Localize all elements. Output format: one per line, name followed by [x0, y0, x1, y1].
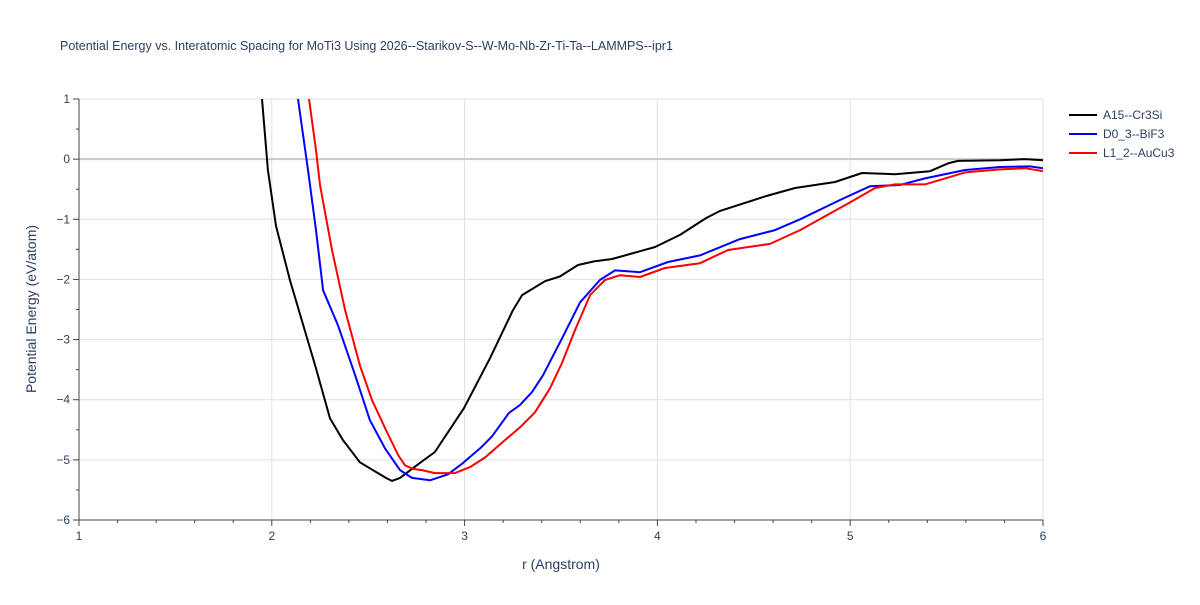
axes: 1 2 3 4 5 6 1 0 −1 −2 −3 −4 −5 −6: [56, 92, 1046, 543]
series-lines: [261, 99, 1043, 482]
x-tick-label: 4: [654, 529, 661, 543]
x-tick-label: 5: [847, 529, 854, 543]
y-tick-label: −4: [56, 393, 70, 407]
y-tick-label: −1: [56, 212, 70, 226]
y-tick-label: −3: [56, 333, 70, 347]
x-tick-label: 1: [76, 529, 83, 543]
x-tick-label: 3: [461, 529, 468, 543]
x-tick-label: 2: [268, 529, 275, 543]
x-tick-label: 6: [1040, 529, 1047, 543]
legend: A15--Cr3Si D0_3--BiF3 L1_2--AuCu3: [1069, 108, 1175, 160]
series-line-0: [261, 99, 1043, 482]
legend-label-1: D0_3--BiF3: [1103, 127, 1165, 141]
series-line-2: [308, 99, 1043, 475]
y-tick-label: 0: [63, 152, 70, 166]
y-tick-label: 1: [63, 92, 70, 106]
legend-label-2: L1_2--AuCu3: [1103, 146, 1175, 160]
chart-title: Potential Energy vs. Interatomic Spacing…: [60, 39, 673, 53]
legend-label-0: A15--Cr3Si: [1103, 108, 1162, 122]
x-axis-label: r (Angstrom): [522, 556, 600, 572]
series-line-1: [297, 99, 1043, 482]
y-tick-label: −2: [56, 272, 70, 286]
grid: [79, 98, 1044, 520]
y-tick-label: −6: [56, 513, 70, 527]
y-tick-label: −5: [56, 453, 70, 467]
y-axis-label: Potential Energy (eV/atom): [23, 225, 39, 393]
